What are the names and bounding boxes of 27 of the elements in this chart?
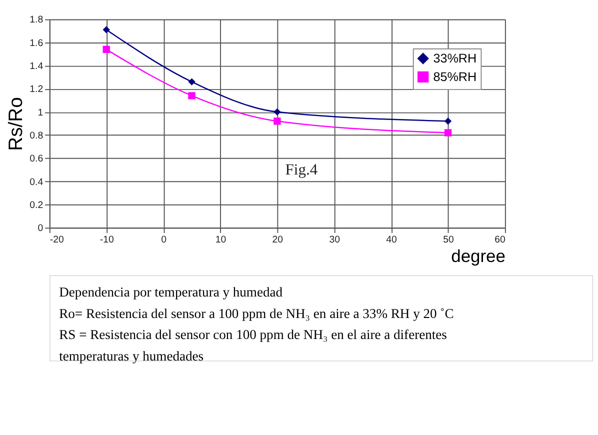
x-tick-label: 30 bbox=[329, 234, 341, 246]
annotation: Fig.4 bbox=[285, 161, 318, 178]
y-axis-title: Rs/Ro bbox=[4, 97, 27, 151]
x-tick-label: 60 bbox=[494, 234, 506, 246]
y-tick-label: 1 bbox=[38, 107, 44, 118]
text: Dependencia por temperatura y humedad bbox=[59, 284, 283, 300]
text: RS = Resistencia del sensor con 100 ppm de NH₃ en el aire a diferentes temperaturas y humedades bbox=[59, 327, 447, 364]
x-tick-label: -10 bbox=[100, 234, 114, 246]
x-axis-title: degree bbox=[451, 246, 506, 266]
y-tick-label: 0.4 bbox=[30, 176, 44, 188]
y-tick-label: 0.8 bbox=[30, 130, 44, 142]
y-tick-label: 1.2 bbox=[30, 84, 44, 96]
x-tick-label: 10 bbox=[215, 234, 227, 246]
y-tick-label: 0.6 bbox=[30, 154, 44, 165]
x-tick-label: 20 bbox=[272, 234, 284, 246]
x-tick-label: -20 bbox=[50, 234, 65, 246]
text: Ro= Resistencia del sensor a 100 ppm de NH₃ en aire a 33% RH y 20 ˚C bbox=[59, 306, 454, 321]
x-tick-label: 0 bbox=[161, 234, 168, 246]
legend-label: 33%RH bbox=[433, 51, 477, 66]
x-tick-label: 40 bbox=[386, 234, 398, 246]
y-tick-label: 0 bbox=[38, 223, 44, 234]
y-tick-label: 0.2 bbox=[30, 200, 44, 211]
y-tick-label: 1.4 bbox=[30, 60, 44, 72]
legend-label: 85%RH bbox=[433, 70, 477, 84]
y-tick-label: 1.8 bbox=[30, 14, 44, 26]
y-tick-label: 1.6 bbox=[30, 38, 44, 49]
x-tick-label: 50 bbox=[443, 234, 454, 246]
